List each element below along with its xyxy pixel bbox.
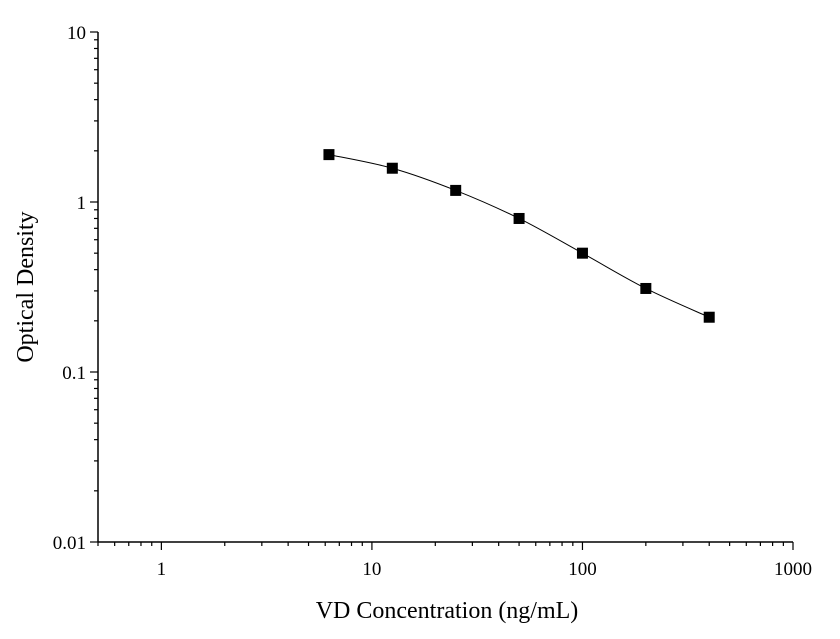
y-ticks: 0.01 0.1 1 10: [53, 23, 98, 554]
y-tick-label: 0.1: [62, 363, 86, 384]
data-point: [576, 247, 588, 259]
x-tick-label: 10: [362, 559, 381, 580]
data-point: [386, 162, 398, 174]
x-axis-title: VD Concentration (ng/mL): [316, 598, 579, 624]
y-tick-label: 1: [77, 193, 87, 214]
x-tick-label: 1000: [774, 559, 812, 580]
y-tick-label: 0.01: [53, 533, 86, 554]
data-point: [703, 311, 715, 323]
x-ticks: 1 10 100 1000: [97, 542, 812, 580]
data-point: [323, 149, 335, 161]
y-axis-title: Optical Density: [13, 211, 39, 362]
data-point: [450, 184, 462, 196]
data-point: [640, 282, 652, 294]
plot-area: [323, 149, 715, 323]
x-tick-label: 100: [568, 559, 597, 580]
fit-curve: [328, 154, 710, 318]
x-tick-label: 1: [157, 559, 167, 580]
data-point: [513, 212, 525, 224]
axes: 1 10 100 1000 0.01 0.1 1 10: [53, 23, 812, 580]
y-tick-label: 10: [67, 23, 86, 44]
